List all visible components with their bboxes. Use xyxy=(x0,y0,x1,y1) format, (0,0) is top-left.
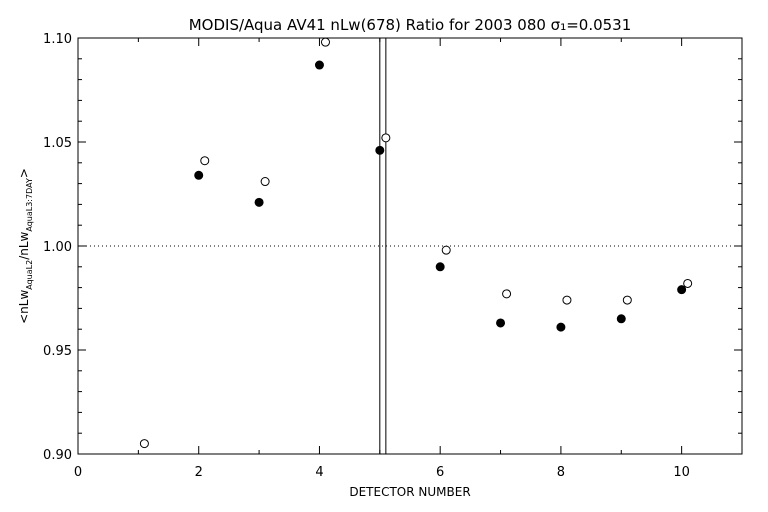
y-tick-label: 0.95 xyxy=(43,344,72,359)
open-point xyxy=(502,289,512,299)
open-point xyxy=(260,177,270,187)
x-tick-label: 8 xyxy=(557,465,565,480)
filled-point xyxy=(314,60,324,70)
x-tick-label: 6 xyxy=(436,465,444,480)
filled-point xyxy=(556,322,566,332)
y-tick-label: 0.90 xyxy=(43,448,72,463)
y-tick-label: 1.10 xyxy=(43,32,72,47)
open-point xyxy=(381,133,391,143)
y-axis: 0.90 0.95 1.00 1.05 1.10 xyxy=(43,32,742,463)
filled-point xyxy=(375,145,385,155)
open-point xyxy=(320,37,330,47)
x-axis-label: DETECTOR NUMBER xyxy=(349,485,470,499)
x-tick-label: 10 xyxy=(673,465,690,480)
filled-point xyxy=(194,170,204,180)
open-point xyxy=(200,156,210,166)
data-points xyxy=(139,37,693,449)
filled-point xyxy=(677,285,687,295)
filled-point xyxy=(435,262,445,272)
open-point xyxy=(441,245,451,255)
x-tick-label: 4 xyxy=(315,465,323,480)
x-tick-label: 0 xyxy=(74,465,82,480)
open-point xyxy=(683,278,693,288)
open-point xyxy=(562,295,572,305)
filled-point xyxy=(616,314,626,324)
y-tick-label: 1.00 xyxy=(43,240,72,255)
filled-point xyxy=(496,318,506,328)
reference-lines xyxy=(78,38,742,454)
y-tick-label: 1.05 xyxy=(43,136,72,151)
x-axis: 0 2 4 6 8 10 xyxy=(74,38,743,480)
open-point xyxy=(139,439,149,449)
x-tick-label: 2 xyxy=(195,465,203,480)
filled-point xyxy=(254,197,264,207)
y-axis-label: <nLwAquaL2/nLwAquaL3:7DAY> xyxy=(17,168,34,324)
open-point xyxy=(622,295,632,305)
chart-title: MODIS/Aqua AV41 nLw(678) Ratio for 2003 … xyxy=(189,16,632,34)
